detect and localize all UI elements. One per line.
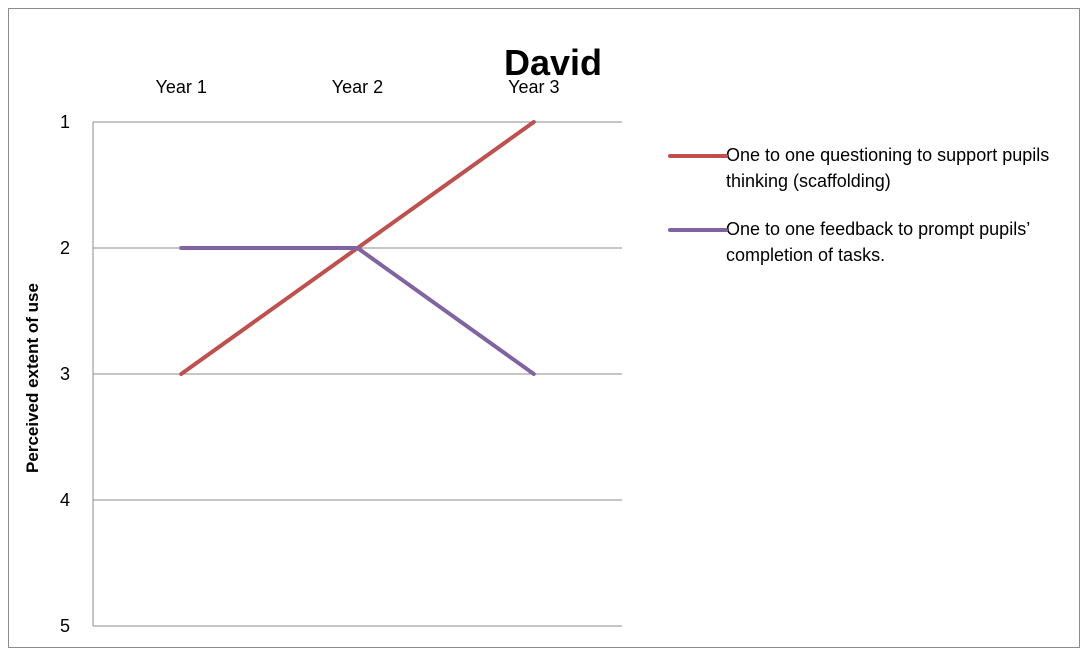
y-tick-label: 1	[60, 112, 70, 132]
y-axis-label: Perceived extent of use	[23, 283, 42, 473]
y-tick-label: 5	[60, 616, 70, 636]
y-tick-label: 2	[60, 238, 70, 258]
y-tick-label: 4	[60, 490, 70, 510]
y-tick-label: 3	[60, 364, 70, 384]
legend-swatch-questioning	[668, 154, 728, 158]
legend-label-feedback: One to one feedback to prompt pupils’ co…	[726, 219, 1030, 265]
legend-label-questioning: One to one questioning to support pupils…	[726, 145, 1050, 191]
gridlines	[92, 121, 622, 627]
series-lines	[179, 120, 536, 376]
legend-swatch-feedback	[668, 228, 728, 232]
x-axis-ticks: Year 1 Year 2 Year 3	[155, 77, 559, 97]
legend: One to one questioning to support pupils…	[660, 142, 1080, 290]
x-tick-label: Year 3	[508, 77, 559, 97]
legend-item-feedback: One to one feedback to prompt pupils’ co…	[660, 216, 1080, 268]
chart-title: David	[504, 42, 602, 83]
y-axis-ticks: 1 2 3 4 5	[60, 112, 70, 636]
x-tick-label: Year 2	[332, 77, 383, 97]
x-tick-label: Year 1	[155, 77, 206, 97]
series-line-1	[179, 246, 536, 376]
legend-item-questioning: One to one questioning to support pupils…	[660, 142, 1080, 194]
chart-frame	[8, 8, 1080, 648]
